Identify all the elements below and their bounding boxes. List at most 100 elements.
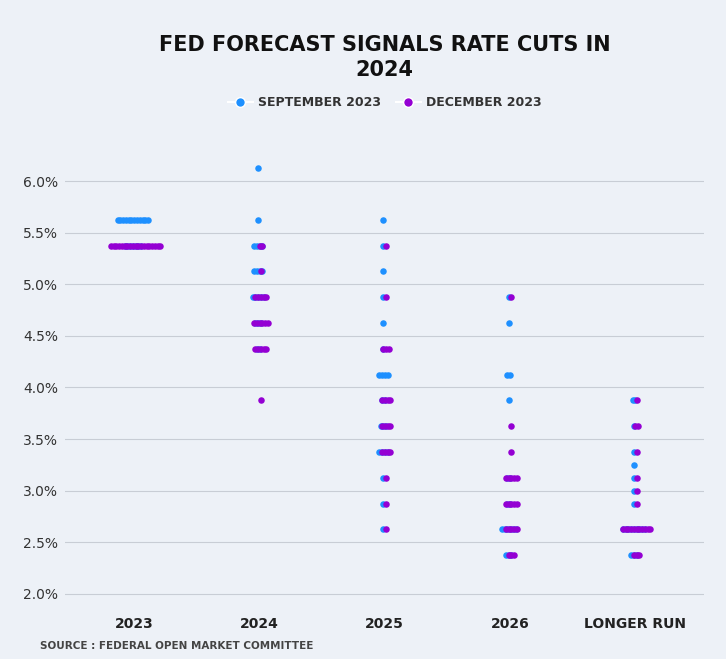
Point — [508, 550, 520, 560]
Point — [141, 241, 152, 251]
Point — [250, 292, 261, 302]
Point — [383, 343, 395, 354]
Point — [135, 241, 147, 251]
Point — [505, 524, 517, 534]
Point — [251, 266, 263, 277]
Point — [378, 421, 389, 432]
Point — [130, 241, 142, 251]
Point — [247, 292, 258, 302]
Point — [502, 524, 513, 534]
Point — [256, 318, 268, 328]
Point — [503, 550, 515, 560]
Point — [123, 215, 134, 225]
Point — [502, 473, 513, 483]
Point — [508, 473, 520, 483]
Point — [253, 292, 264, 302]
Point — [251, 241, 263, 251]
Point — [262, 318, 274, 328]
Point — [505, 369, 516, 380]
Point — [253, 292, 264, 302]
Point — [502, 498, 513, 509]
Point — [380, 524, 392, 534]
Point — [382, 447, 393, 457]
Point — [250, 318, 261, 328]
Point — [385, 421, 396, 432]
Title: FED FORECAST SIGNALS RATE CUTS IN
2024: FED FORECAST SIGNALS RATE CUTS IN 2024 — [159, 35, 611, 80]
Point — [378, 498, 389, 509]
Point — [376, 395, 388, 406]
Point — [255, 266, 266, 277]
Point — [144, 241, 155, 251]
Point — [250, 292, 261, 302]
Point — [115, 215, 126, 225]
Point — [253, 241, 265, 251]
Point — [632, 421, 644, 432]
Point — [628, 421, 640, 432]
Point — [155, 241, 166, 251]
Point — [253, 266, 265, 277]
Point — [631, 486, 643, 496]
Point — [639, 524, 650, 534]
Point — [511, 498, 523, 509]
Point — [253, 163, 264, 173]
Point — [645, 524, 656, 534]
Point — [121, 241, 133, 251]
Point — [124, 241, 136, 251]
Point — [136, 215, 148, 225]
Point — [503, 498, 515, 509]
Point — [376, 447, 388, 457]
Point — [130, 241, 142, 251]
Point — [379, 369, 391, 380]
Point — [258, 292, 269, 302]
Point — [258, 343, 269, 354]
Legend: SEPTEMBER 2023, DECEMBER 2023: SEPTEMBER 2023, DECEMBER 2023 — [223, 91, 547, 114]
Point — [505, 498, 517, 509]
Point — [375, 421, 386, 432]
Point — [500, 550, 512, 560]
Point — [118, 215, 129, 225]
Point — [510, 524, 521, 534]
Point — [152, 241, 163, 251]
Point — [256, 241, 268, 251]
Point — [378, 292, 389, 302]
Point — [142, 215, 154, 225]
Point — [376, 421, 388, 432]
Point — [617, 524, 629, 534]
Point — [376, 395, 388, 406]
Point — [261, 343, 272, 354]
Point — [149, 241, 160, 251]
Point — [139, 215, 151, 225]
Point — [617, 524, 629, 534]
Point — [502, 369, 513, 380]
Point — [628, 473, 640, 483]
Point — [631, 524, 643, 534]
Point — [505, 421, 517, 432]
Point — [378, 524, 389, 534]
Point — [105, 241, 117, 251]
Point — [380, 241, 392, 251]
Point — [505, 292, 517, 302]
Point — [639, 524, 650, 534]
Point — [503, 395, 515, 406]
Point — [124, 241, 136, 251]
Point — [131, 215, 143, 225]
Point — [378, 266, 389, 277]
Point — [379, 447, 391, 457]
Point — [631, 498, 643, 509]
Point — [380, 421, 392, 432]
Point — [380, 343, 392, 354]
Point — [261, 292, 272, 302]
Point — [511, 473, 523, 483]
Point — [133, 241, 144, 251]
Point — [382, 369, 393, 380]
Point — [634, 550, 645, 560]
Point — [629, 421, 641, 432]
Point — [631, 550, 643, 560]
Point — [631, 395, 643, 406]
Point — [259, 318, 271, 328]
Point — [373, 447, 385, 457]
Point — [376, 447, 388, 457]
Point — [248, 318, 260, 328]
Point — [625, 524, 637, 534]
Point — [628, 550, 640, 560]
